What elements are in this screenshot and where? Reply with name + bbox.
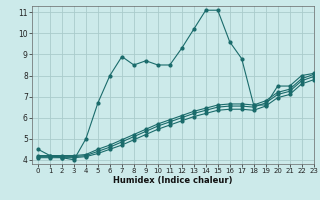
X-axis label: Humidex (Indice chaleur): Humidex (Indice chaleur) bbox=[113, 176, 233, 185]
